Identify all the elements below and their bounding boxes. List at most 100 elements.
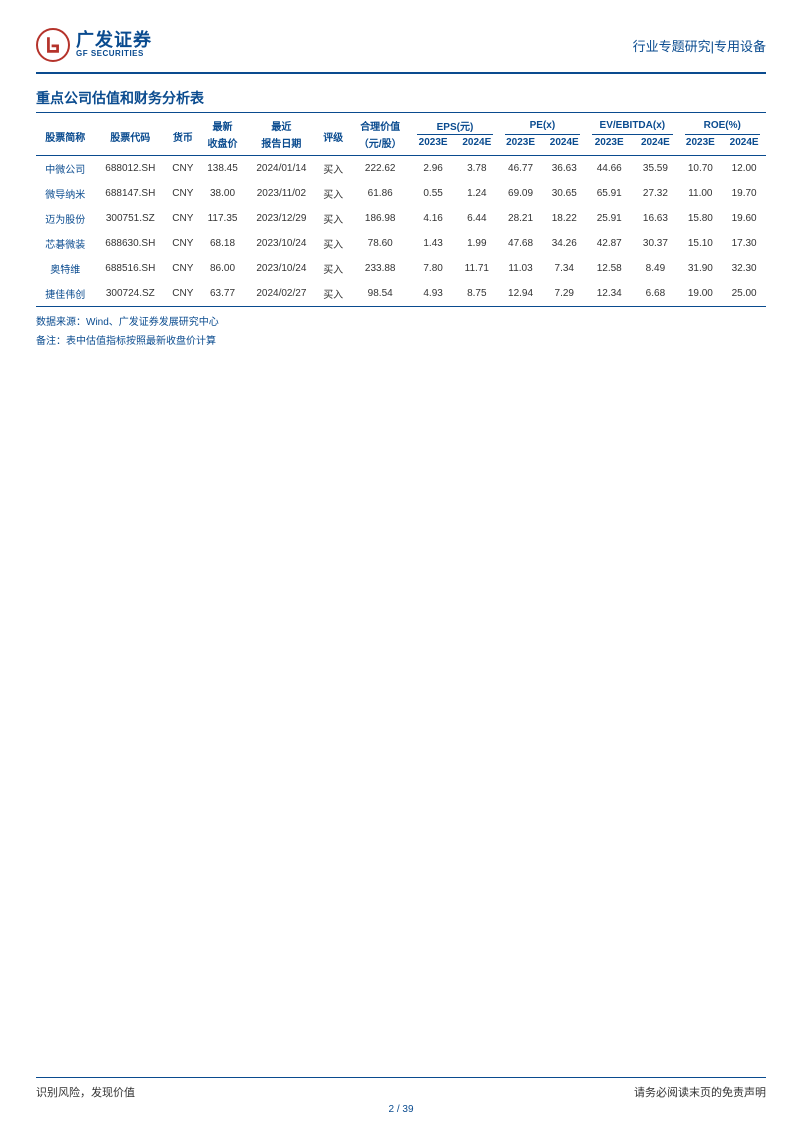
cell-name: 微导纳米 — [36, 181, 94, 206]
data-source: 数据来源：Wind、广发证券发展研究中心 — [36, 313, 766, 332]
table-row: 中微公司688012.SHCNY138.452024/01/14买入222.62… — [36, 156, 766, 182]
footer-slogan: 识别风险，发现价值 — [36, 1084, 135, 1100]
cell-ev24: 8.49 — [632, 256, 678, 281]
col-fair-top: 合理价值 — [349, 113, 411, 134]
cell-rating: 买入 — [317, 206, 349, 231]
cell-date: 2023/10/24 — [245, 256, 317, 281]
cell-roe24: 12.00 — [722, 156, 766, 182]
page-footer: 识别风险，发现价值 请务必阅读末页的免责声明 2 / 39 — [36, 1077, 766, 1115]
cell-currency: CNY — [166, 156, 199, 182]
col-rating: 评级 — [317, 113, 349, 156]
cell-roe24: 32.30 — [722, 256, 766, 281]
header-cat-sub: 专用设备 — [714, 39, 766, 54]
cell-name: 捷佳伟创 — [36, 281, 94, 307]
cell-price: 86.00 — [200, 256, 246, 281]
cell-name: 奥特维 — [36, 256, 94, 281]
cell-fair: 61.86 — [349, 181, 411, 206]
cell-eps24: 8.75 — [455, 281, 499, 307]
col-eps24: 2024E — [455, 134, 499, 156]
cell-code: 300751.SZ — [94, 206, 166, 231]
cell-ev23: 44.66 — [586, 156, 632, 182]
col-roe24: 2024E — [722, 134, 766, 156]
header-cat-main: 行业专题研究 — [633, 39, 711, 54]
cell-code: 300724.SZ — [94, 281, 166, 307]
cell-pe24: 7.29 — [542, 281, 586, 307]
cell-pe24: 30.65 — [542, 181, 586, 206]
table-row: 捷佳伟创300724.SZCNY63.772024/02/27买入98.544.… — [36, 281, 766, 307]
cell-price: 63.77 — [200, 281, 246, 307]
cell-pe23: 69.09 — [499, 181, 543, 206]
col-ev23: 2023E — [586, 134, 632, 156]
cell-name: 芯碁微装 — [36, 231, 94, 256]
table-row: 芯碁微装688630.SHCNY68.182023/10/24买入78.601.… — [36, 231, 766, 256]
cell-rating: 买入 — [317, 281, 349, 307]
cell-fair: 186.98 — [349, 206, 411, 231]
col-eps: EPS(元) — [411, 113, 498, 134]
logo-icon — [36, 28, 70, 62]
cell-fair: 222.62 — [349, 156, 411, 182]
cell-name: 迈为股份 — [36, 206, 94, 231]
cell-price: 38.00 — [200, 181, 246, 206]
cell-pe23: 46.77 — [499, 156, 543, 182]
cell-eps24: 6.44 — [455, 206, 499, 231]
cell-pe23: 28.21 — [499, 206, 543, 231]
cell-price: 117.35 — [200, 206, 246, 231]
cell-ev24: 27.32 — [632, 181, 678, 206]
cell-roe23: 19.00 — [679, 281, 723, 307]
table-title: 重点公司估值和财务分析表 — [36, 88, 766, 113]
col-currency: 货币 — [166, 113, 199, 156]
cell-roe23: 31.90 — [679, 256, 723, 281]
cell-date: 2024/01/14 — [245, 156, 317, 182]
cell-rating: 买入 — [317, 256, 349, 281]
page-number: 2 / 39 — [36, 1104, 766, 1115]
cell-currency: CNY — [166, 281, 199, 307]
logo-text-en: GF SECURITIES — [76, 50, 152, 58]
col-ev24: 2024E — [632, 134, 678, 156]
table-row: 奥特维688516.SHCNY86.002023/10/24买入233.887.… — [36, 256, 766, 281]
cell-code: 688147.SH — [94, 181, 166, 206]
col-eps23: 2023E — [411, 134, 455, 156]
cell-fair: 78.60 — [349, 231, 411, 256]
cell-code: 688516.SH — [94, 256, 166, 281]
cell-fair: 233.88 — [349, 256, 411, 281]
cell-rating: 买入 — [317, 231, 349, 256]
page-header: 广发证券 GF SECURITIES 行业专题研究|专用设备 — [36, 28, 766, 74]
valuation-table: 股票简称 股票代码 货币 最新 最近 评级 合理价值 EPS(元) PE(x) … — [36, 113, 766, 307]
logo-text-cn: 广发证券 — [76, 31, 152, 50]
cell-date: 2023/12/29 — [245, 206, 317, 231]
cell-pe24: 36.63 — [542, 156, 586, 182]
cell-roe24: 19.60 — [722, 206, 766, 231]
cell-rating: 买入 — [317, 181, 349, 206]
cell-eps23: 4.93 — [411, 281, 455, 307]
col-name: 股票简称 — [36, 113, 94, 156]
cell-ev24: 35.59 — [632, 156, 678, 182]
cell-date: 2023/10/24 — [245, 231, 317, 256]
cell-code: 688630.SH — [94, 231, 166, 256]
cell-roe23: 11.00 — [679, 181, 723, 206]
cell-roe23: 15.10 — [679, 231, 723, 256]
cell-ev24: 6.68 — [632, 281, 678, 307]
cell-ev23: 42.87 — [586, 231, 632, 256]
col-pe: PE(x) — [499, 113, 586, 134]
cell-rating: 买入 — [317, 156, 349, 182]
cell-pe23: 47.68 — [499, 231, 543, 256]
cell-eps23: 7.80 — [411, 256, 455, 281]
col-pe24: 2024E — [542, 134, 586, 156]
cell-name: 中微公司 — [36, 156, 94, 182]
cell-roe23: 15.80 — [679, 206, 723, 231]
table-row: 微导纳米688147.SHCNY38.002023/11/02买入61.860.… — [36, 181, 766, 206]
cell-ev24: 30.37 — [632, 231, 678, 256]
cell-roe24: 19.70 — [722, 181, 766, 206]
page-total: 39 — [402, 1104, 413, 1115]
cell-pe24: 34.26 — [542, 231, 586, 256]
header-category: 行业专题研究|专用设备 — [633, 36, 766, 55]
table-row: 迈为股份300751.SZCNY117.352023/12/29买入186.98… — [36, 206, 766, 231]
col-code: 股票代码 — [94, 113, 166, 156]
cell-eps23: 4.16 — [411, 206, 455, 231]
cell-eps24: 1.99 — [455, 231, 499, 256]
footer-disclaimer: 请务必阅读末页的免责声明 — [634, 1084, 766, 1100]
cell-ev24: 16.63 — [632, 206, 678, 231]
col-fair-bot: （元/股） — [349, 134, 411, 156]
cell-ev23: 12.58 — [586, 256, 632, 281]
cell-fair: 98.54 — [349, 281, 411, 307]
